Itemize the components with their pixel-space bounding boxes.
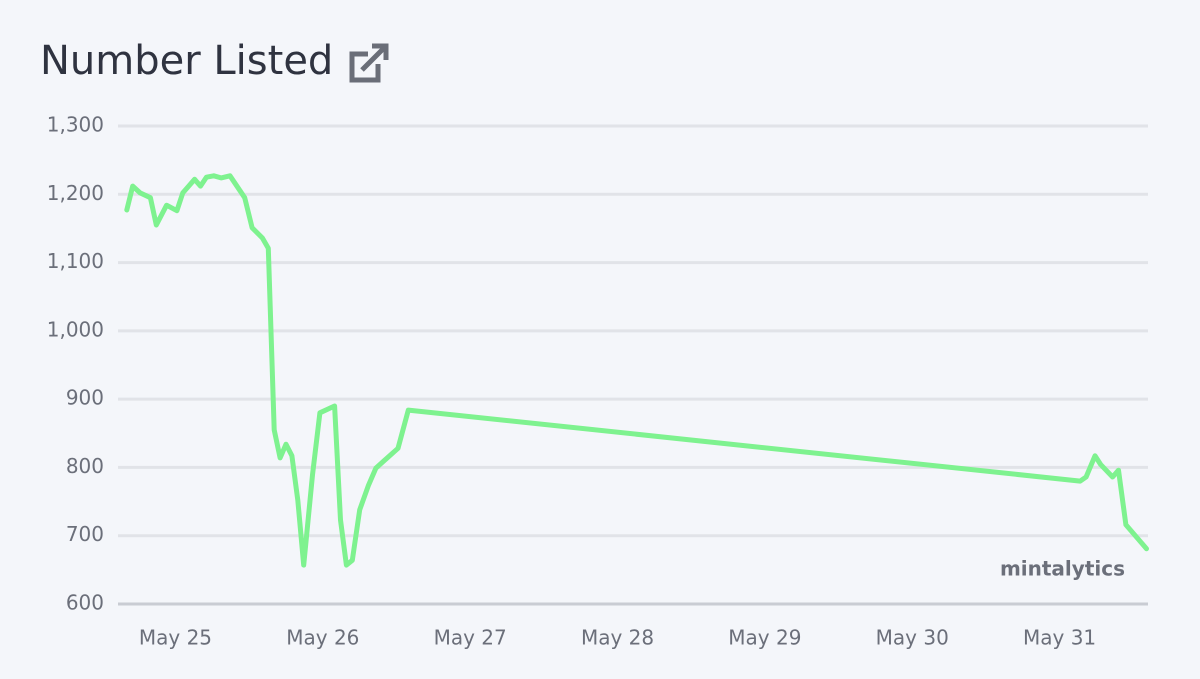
x-tick-label: May 26 bbox=[286, 626, 359, 650]
x-tick-label: May 29 bbox=[728, 626, 801, 650]
icon-box bbox=[349, 51, 381, 83]
x-tick-label: May 27 bbox=[434, 626, 507, 650]
x-tick-label: May 25 bbox=[139, 626, 212, 650]
y-tick-label: 900 bbox=[66, 386, 104, 410]
external-link-icon[interactable] bbox=[349, 43, 389, 83]
x-tick-label: May 30 bbox=[876, 626, 949, 650]
line-series bbox=[124, 173, 1149, 568]
y-tick-label: 1,000 bbox=[47, 317, 104, 341]
y-tick-label: 1,300 bbox=[47, 113, 104, 137]
y-tick-label: 800 bbox=[66, 454, 104, 478]
x-tick-label: May 28 bbox=[581, 626, 654, 650]
y-tick-label: 1,100 bbox=[47, 249, 104, 273]
x-tick-label: May 31 bbox=[1023, 626, 1096, 650]
icon-arrow bbox=[360, 43, 389, 72]
y-tick-label: 700 bbox=[66, 522, 104, 546]
watermark: mintalytics bbox=[1000, 557, 1125, 581]
y-tick-label: 1,200 bbox=[47, 181, 104, 205]
chart-title: Number Listed bbox=[40, 38, 333, 84]
y-tick-label: 600 bbox=[66, 591, 104, 615]
